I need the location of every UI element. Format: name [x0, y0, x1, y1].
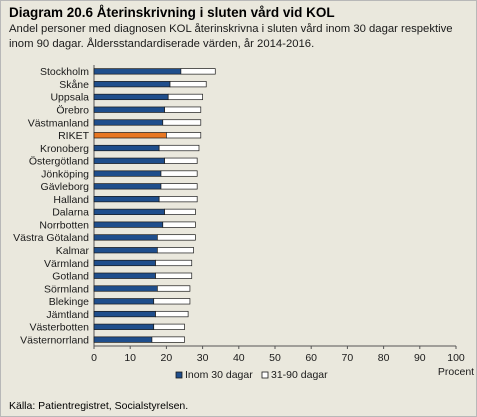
x-tick-label: 80: [378, 352, 390, 364]
category-label: Östergötland: [29, 156, 89, 168]
x-tick-label: 0: [91, 352, 97, 364]
source-note: Källa: Patientregistret, Socialstyrelsen…: [9, 400, 189, 412]
bar-31-90-dagar: [157, 247, 194, 254]
bar-inom-30-dagar: [93, 221, 164, 228]
category-label: Kronoberg: [40, 143, 89, 155]
bar-inom-30-dagar: [93, 298, 155, 305]
category-label: Skåne: [59, 79, 89, 91]
category-label: Gävleborg: [41, 181, 90, 193]
bar-inom-30-dagar: [93, 323, 155, 330]
x-tick-label: 50: [269, 352, 281, 364]
x-tick-label: 20: [161, 352, 173, 364]
bar-inom-30-dagar: [93, 310, 156, 318]
category-label: Kalmar: [56, 245, 90, 257]
category-label: Jönköping: [41, 168, 89, 180]
chart-title: Diagram 20.6 Återinskrivning i sluten vå…: [9, 5, 335, 20]
category-label: Stockholm: [40, 66, 89, 78]
bar-inom-30-dagar: [93, 196, 160, 203]
bar-31-90-dagar: [155, 310, 189, 318]
category-label: Sörmland: [44, 283, 89, 295]
category-label: Gotland: [52, 271, 89, 283]
bar-31-90-dagar: [162, 119, 202, 126]
bar-inom-30-dagar: [93, 208, 165, 215]
bar-31-90-dagar: [169, 81, 207, 88]
bar-inom-30-dagar: [93, 68, 182, 75]
category-label: Västmanland: [28, 117, 89, 129]
bar-inom-30-dagar: [93, 336, 153, 343]
bar-31-90-dagar: [151, 336, 185, 343]
bar-31-90-dagar: [155, 272, 193, 279]
category-label: Värmland: [44, 258, 89, 270]
bar-inom-30-dagar: [93, 285, 158, 292]
bar-inom-30-dagar: [93, 157, 165, 164]
x-tick-label: 70: [342, 352, 354, 364]
category-label: Västra Götaland: [13, 232, 89, 244]
bar-inom-30-dagar: [93, 93, 169, 101]
category-label: Örebro: [56, 105, 89, 117]
x-tick-label: 10: [124, 352, 136, 364]
bar-inom-30-dagar: [93, 170, 162, 177]
bar-inom-30-dagar: [93, 81, 171, 88]
bar-inom-30-dagar: [93, 234, 158, 241]
bar-31-90-dagar: [153, 323, 185, 330]
bar-31-90-dagar-riket: [166, 132, 202, 139]
bar-31-90-dagar: [160, 170, 198, 177]
category-label: Västerbotten: [29, 322, 89, 334]
category-label: Halland: [53, 194, 89, 206]
bar-31-90-dagar: [160, 183, 198, 190]
bar-inom-30-dagar: [93, 259, 156, 267]
category-label: Jämtland: [46, 309, 89, 321]
category-label: Norrbotten: [39, 219, 89, 231]
legend-label: Inom 30 dagar: [185, 369, 253, 381]
bar-31-90-dagar: [167, 93, 203, 101]
bar-31-90-dagar: [157, 285, 191, 292]
x-tick-label: 60: [305, 352, 317, 364]
bar-inom-30-dagar: [93, 144, 160, 152]
legend-swatch: [261, 371, 269, 379]
category-label: Västernorrland: [20, 334, 89, 346]
bar-inom-30-dagar-riket: [93, 132, 167, 139]
bar-inom-30-dagar: [93, 247, 158, 254]
x-tick-label: 30: [197, 352, 209, 364]
bar-inom-30-dagar: [93, 106, 165, 113]
bar-inom-30-dagar: [93, 119, 164, 126]
bar-31-90-dagar: [153, 298, 191, 305]
bar-31-90-dagar: [158, 196, 198, 203]
category-label: RIKET: [58, 130, 90, 142]
x-tick-label: 100: [447, 352, 465, 364]
x-tick-label: 90: [414, 352, 426, 364]
bar-31-90-dagar: [162, 221, 196, 228]
legend-swatch: [175, 371, 183, 379]
category-label: Blekinge: [49, 296, 89, 308]
bar-31-90-dagar: [164, 157, 198, 164]
x-tick-label: 40: [233, 352, 245, 364]
bar-31-90-dagar: [158, 144, 200, 152]
bar-inom-30-dagar: [93, 272, 156, 279]
bar-31-90-dagar: [164, 106, 202, 113]
bar-31-90-dagar: [164, 208, 196, 215]
chart-subtitle: Andel personer med diagnosen KOL återins…: [9, 23, 453, 50]
bar-inom-30-dagar: [93, 183, 162, 190]
bar-31-90-dagar: [155, 259, 193, 267]
x-axis-label: Procent: [438, 366, 474, 378]
category-label: Uppsala: [50, 92, 89, 104]
bar-31-90-dagar: [157, 234, 196, 241]
bar-31-90-dagar: [180, 68, 216, 75]
legend-label: 31-90 dagar: [271, 369, 328, 381]
category-label: Dalarna: [52, 207, 89, 219]
